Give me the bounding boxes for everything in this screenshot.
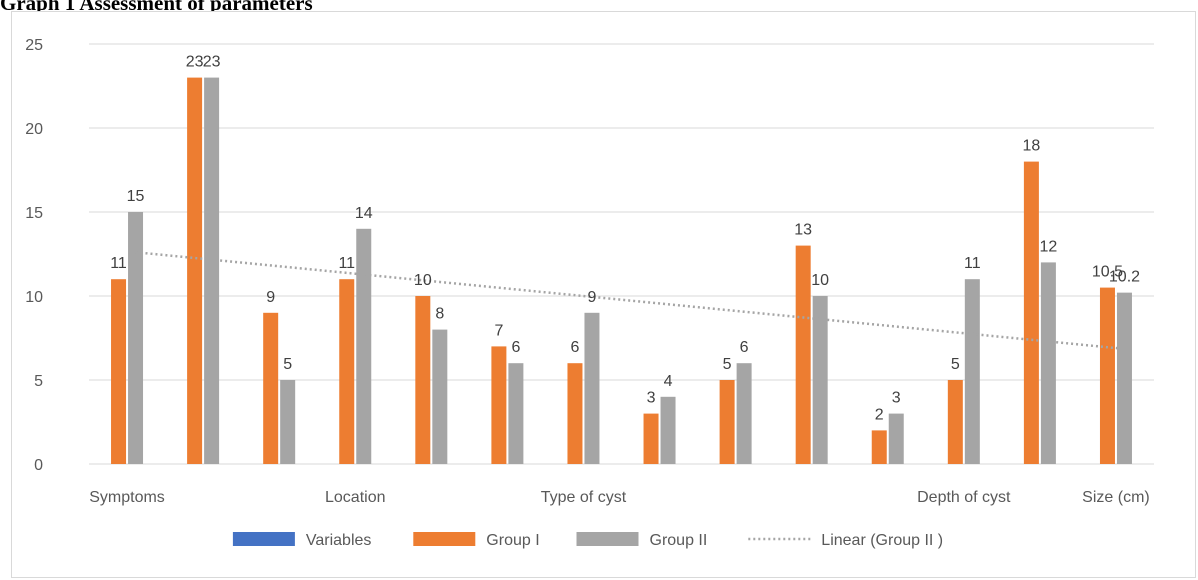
data-label: 9 xyxy=(588,289,597,306)
data-label: 11 xyxy=(338,255,355,272)
bar-group-i xyxy=(795,245,811,464)
data-label: 7 xyxy=(494,322,503,339)
data-label: 10 xyxy=(414,272,432,289)
data-label: 4 xyxy=(664,373,673,390)
bar-group-i xyxy=(339,279,355,464)
legend-swatch xyxy=(413,532,476,546)
legend-item: Group I xyxy=(413,532,540,549)
bar-group-ii xyxy=(1040,262,1056,464)
data-label: 13 xyxy=(794,222,812,239)
y-axis-ticks: 0 5 10 15 20 25 xyxy=(25,37,43,474)
x-category-label: Type of cyst xyxy=(541,489,627,506)
data-label: 6 xyxy=(511,339,520,356)
legend-label: Group I xyxy=(486,532,539,549)
legend-item: Linear (Group II ) xyxy=(748,532,943,549)
data-label: 3 xyxy=(892,390,901,407)
legend-label: Group II xyxy=(650,532,708,549)
bar-group-ii xyxy=(660,396,676,464)
bar-group-i xyxy=(871,430,887,464)
bar-group-ii xyxy=(812,296,828,464)
legend-label: Variables xyxy=(306,532,372,549)
data-label: 5 xyxy=(951,356,960,373)
bar-group-i xyxy=(1099,287,1115,464)
bar-group-i xyxy=(567,363,583,464)
bar-group-i xyxy=(263,312,279,464)
bar-group-ii xyxy=(280,380,296,464)
data-label: 5 xyxy=(723,356,732,373)
y-tick-label: 0 xyxy=(34,457,43,474)
data-labels: 112391110763513251810.515235148694610311… xyxy=(110,54,1140,424)
y-tick-label: 10 xyxy=(25,289,43,306)
x-axis-categories: Symptoms Location Type of cyst Depth of cys… xyxy=(89,489,1149,506)
data-label: 23 xyxy=(203,54,221,71)
data-label: 12 xyxy=(1039,238,1057,255)
bar-group-i xyxy=(111,279,127,464)
data-label: 18 xyxy=(1022,138,1040,155)
bar-group-ii xyxy=(1116,292,1132,464)
data-label: 8 xyxy=(435,306,444,323)
legend: Variables Group I Group II Linear (Group II… xyxy=(232,532,943,549)
data-label: 2 xyxy=(875,406,884,423)
bar-group-ii xyxy=(508,363,524,464)
bar-group-i xyxy=(491,346,507,464)
data-label: 10 xyxy=(811,272,829,289)
data-label: 10.2 xyxy=(1109,269,1140,286)
bar-group-i xyxy=(947,380,963,464)
bar-group-ii xyxy=(432,329,448,464)
legend-label: Linear (Group II ) xyxy=(821,532,943,549)
bar-group-ii xyxy=(736,363,752,464)
y-tick-label: 5 xyxy=(34,373,43,390)
x-category-label: Symptoms xyxy=(89,489,165,506)
x-category-label: Size (cm) xyxy=(1082,489,1150,506)
bar-group-ii xyxy=(356,228,372,464)
bar-group-ii xyxy=(964,279,980,464)
data-label: 6 xyxy=(571,339,580,356)
data-label: 15 xyxy=(127,188,145,205)
data-label: 11 xyxy=(110,255,127,272)
bar-group-i xyxy=(719,380,735,464)
data-label: 9 xyxy=(266,289,275,306)
bar-group-i xyxy=(415,296,431,464)
legend-swatch xyxy=(576,532,639,546)
x-category-label: Depth of cyst xyxy=(917,489,1011,506)
legend-item: Group II xyxy=(576,532,708,549)
trendline-layer xyxy=(135,250,1125,351)
bars xyxy=(111,77,1132,464)
bar-group-ii xyxy=(128,212,144,464)
bar-group-i xyxy=(187,77,203,464)
legend-item: Variables xyxy=(232,532,372,549)
chart-frame: 0 5 10 15 20 25 11 23 9 11 10 7 6 3 5 13 2 5 18 10.5 15 23 5 1… xyxy=(11,11,1196,578)
data-label: 5 xyxy=(283,356,292,373)
y-tick-label: 25 xyxy=(25,37,43,54)
bar-group-i xyxy=(1023,161,1039,464)
gridlines xyxy=(89,43,1154,465)
data-label: 10.5 xyxy=(1092,264,1123,281)
data-label: 14 xyxy=(355,205,373,222)
bar-group-ii xyxy=(584,312,600,464)
y-tick-label: 15 xyxy=(25,205,43,222)
data-label: 3 xyxy=(647,390,656,407)
legend-swatch xyxy=(232,532,295,546)
data-label: 11 xyxy=(964,255,981,272)
data-label: 6 xyxy=(740,339,749,356)
bar-group-ii xyxy=(204,77,220,464)
page-title: Graph 1 Assessment of parameters xyxy=(0,0,313,14)
x-category-label: Location xyxy=(325,489,386,506)
y-tick-label: 20 xyxy=(25,121,43,138)
trendline xyxy=(135,250,1125,351)
data-label: 23 xyxy=(186,54,204,71)
bar-group-ii xyxy=(888,413,904,464)
bar-group-i xyxy=(643,413,659,464)
